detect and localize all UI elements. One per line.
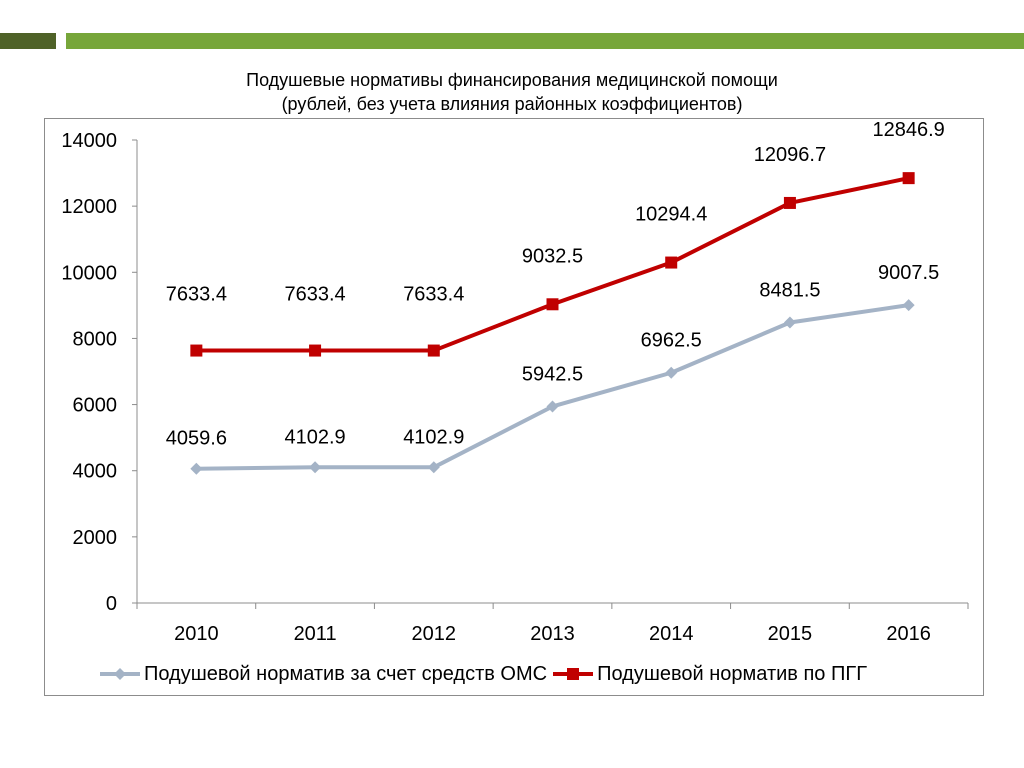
- chart-title-line1: Подушевые нормативы финансирования медиц…: [246, 70, 778, 90]
- chart-legend: Подушевой норматив за счет средств ОМС П…: [100, 660, 873, 688]
- legend-swatch-pgg: [553, 668, 594, 680]
- data-point-marker: [546, 298, 559, 311]
- x-tick-label: 2016: [886, 623, 931, 645]
- data-point-marker: [783, 196, 796, 209]
- legend-label-oms: Подушевой норматив за счет средств ОМС: [144, 662, 548, 685]
- header-bar-dark: [0, 33, 56, 49]
- data-label: 8481.5: [759, 280, 820, 302]
- x-tick-label: 2013: [530, 623, 575, 645]
- data-label: 4102.9: [403, 426, 464, 448]
- x-tick-label: 2014: [649, 623, 694, 645]
- data-point-marker: [546, 400, 559, 413]
- data-label: 4059.6: [166, 428, 227, 450]
- data-label: 7633.4: [166, 284, 227, 306]
- data-label: 12846.9: [872, 119, 944, 141]
- x-tick-label: 2010: [174, 623, 219, 645]
- data-label: 12096.7: [754, 144, 826, 166]
- y-tick-label: 10000: [61, 262, 117, 284]
- y-tick-label: 0: [106, 593, 117, 615]
- data-label: 7633.4: [403, 284, 464, 306]
- legend-item-pgg: Подушевой норматив по ПГГ: [553, 663, 867, 686]
- x-tick-label: 2012: [412, 623, 457, 645]
- data-point-marker: [427, 344, 440, 357]
- data-point-marker: [190, 462, 203, 475]
- legend-label-pgg: Подушевой норматив по ПГГ: [597, 662, 868, 685]
- data-label: 5942.5: [522, 363, 583, 385]
- header-bar-light: [66, 33, 1024, 49]
- data-point-marker: [665, 256, 678, 269]
- y-tick-label: 14000: [61, 130, 117, 152]
- data-point-marker: [427, 461, 440, 474]
- data-label: 9032.5: [522, 245, 583, 267]
- legend-item-oms: Подушевой норматив за счет средств ОМС: [100, 663, 547, 686]
- y-tick-label: 8000: [73, 328, 118, 350]
- x-tick-label: 2011: [294, 623, 337, 645]
- data-label: 10294.4: [635, 204, 707, 226]
- data-label: 9007.5: [878, 262, 939, 284]
- y-tick-label: 2000: [73, 527, 118, 549]
- data-point-marker: [309, 461, 322, 474]
- data-point-marker: [902, 172, 915, 185]
- data-point-marker: [190, 344, 203, 357]
- y-tick-label: 12000: [61, 196, 117, 218]
- legend-swatch-oms: [100, 668, 140, 680]
- data-label: 6962.5: [641, 330, 702, 352]
- data-point-marker: [783, 316, 796, 329]
- chart-area: [44, 118, 984, 696]
- data-point-marker: [902, 299, 915, 312]
- data-label: 4102.9: [284, 426, 345, 448]
- x-tick-label: 2015: [768, 623, 813, 645]
- chart-title: Подушевые нормативы финансирования медиц…: [0, 68, 1024, 116]
- chart-title-line2: (рублей, без учета влияния районных коэф…: [281, 94, 743, 114]
- data-point-marker: [309, 344, 322, 357]
- y-tick-label: 6000: [73, 395, 118, 417]
- data-point-marker: [665, 366, 678, 379]
- data-label: 7633.4: [284, 284, 345, 306]
- y-tick-label: 4000: [73, 461, 118, 483]
